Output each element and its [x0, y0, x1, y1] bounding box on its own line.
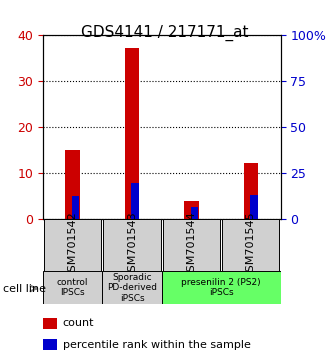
FancyBboxPatch shape	[222, 219, 279, 271]
FancyBboxPatch shape	[162, 271, 280, 304]
Text: GSM701545: GSM701545	[246, 211, 256, 279]
Text: GSM701542: GSM701542	[68, 211, 78, 279]
FancyBboxPatch shape	[163, 219, 220, 271]
Text: control
IPSCs: control IPSCs	[57, 278, 88, 297]
FancyBboxPatch shape	[43, 271, 102, 304]
Text: percentile rank within the sample: percentile rank within the sample	[63, 339, 250, 350]
Bar	[43, 339, 57, 350]
Bar	[244, 163, 258, 219]
Bar	[250, 195, 257, 219]
FancyBboxPatch shape	[102, 271, 162, 304]
Bar	[72, 196, 79, 219]
Bar	[125, 48, 139, 219]
FancyBboxPatch shape	[104, 219, 160, 271]
Bar	[131, 183, 139, 219]
Text: GDS4141 / 217171_at: GDS4141 / 217171_at	[81, 25, 249, 41]
Text: GSM701543: GSM701543	[127, 211, 137, 279]
Text: GSM701544: GSM701544	[186, 211, 196, 279]
Text: Sporadic
PD-derived
iPSCs: Sporadic PD-derived iPSCs	[107, 273, 157, 303]
Text: cell line: cell line	[3, 284, 46, 293]
Bar	[191, 207, 198, 219]
Bar	[65, 149, 80, 219]
Bar	[184, 201, 199, 219]
Bar	[43, 318, 57, 329]
FancyBboxPatch shape	[44, 219, 101, 271]
Text: presenilin 2 (PS2)
iPSCs: presenilin 2 (PS2) iPSCs	[181, 278, 261, 297]
Text: count: count	[63, 318, 94, 329]
